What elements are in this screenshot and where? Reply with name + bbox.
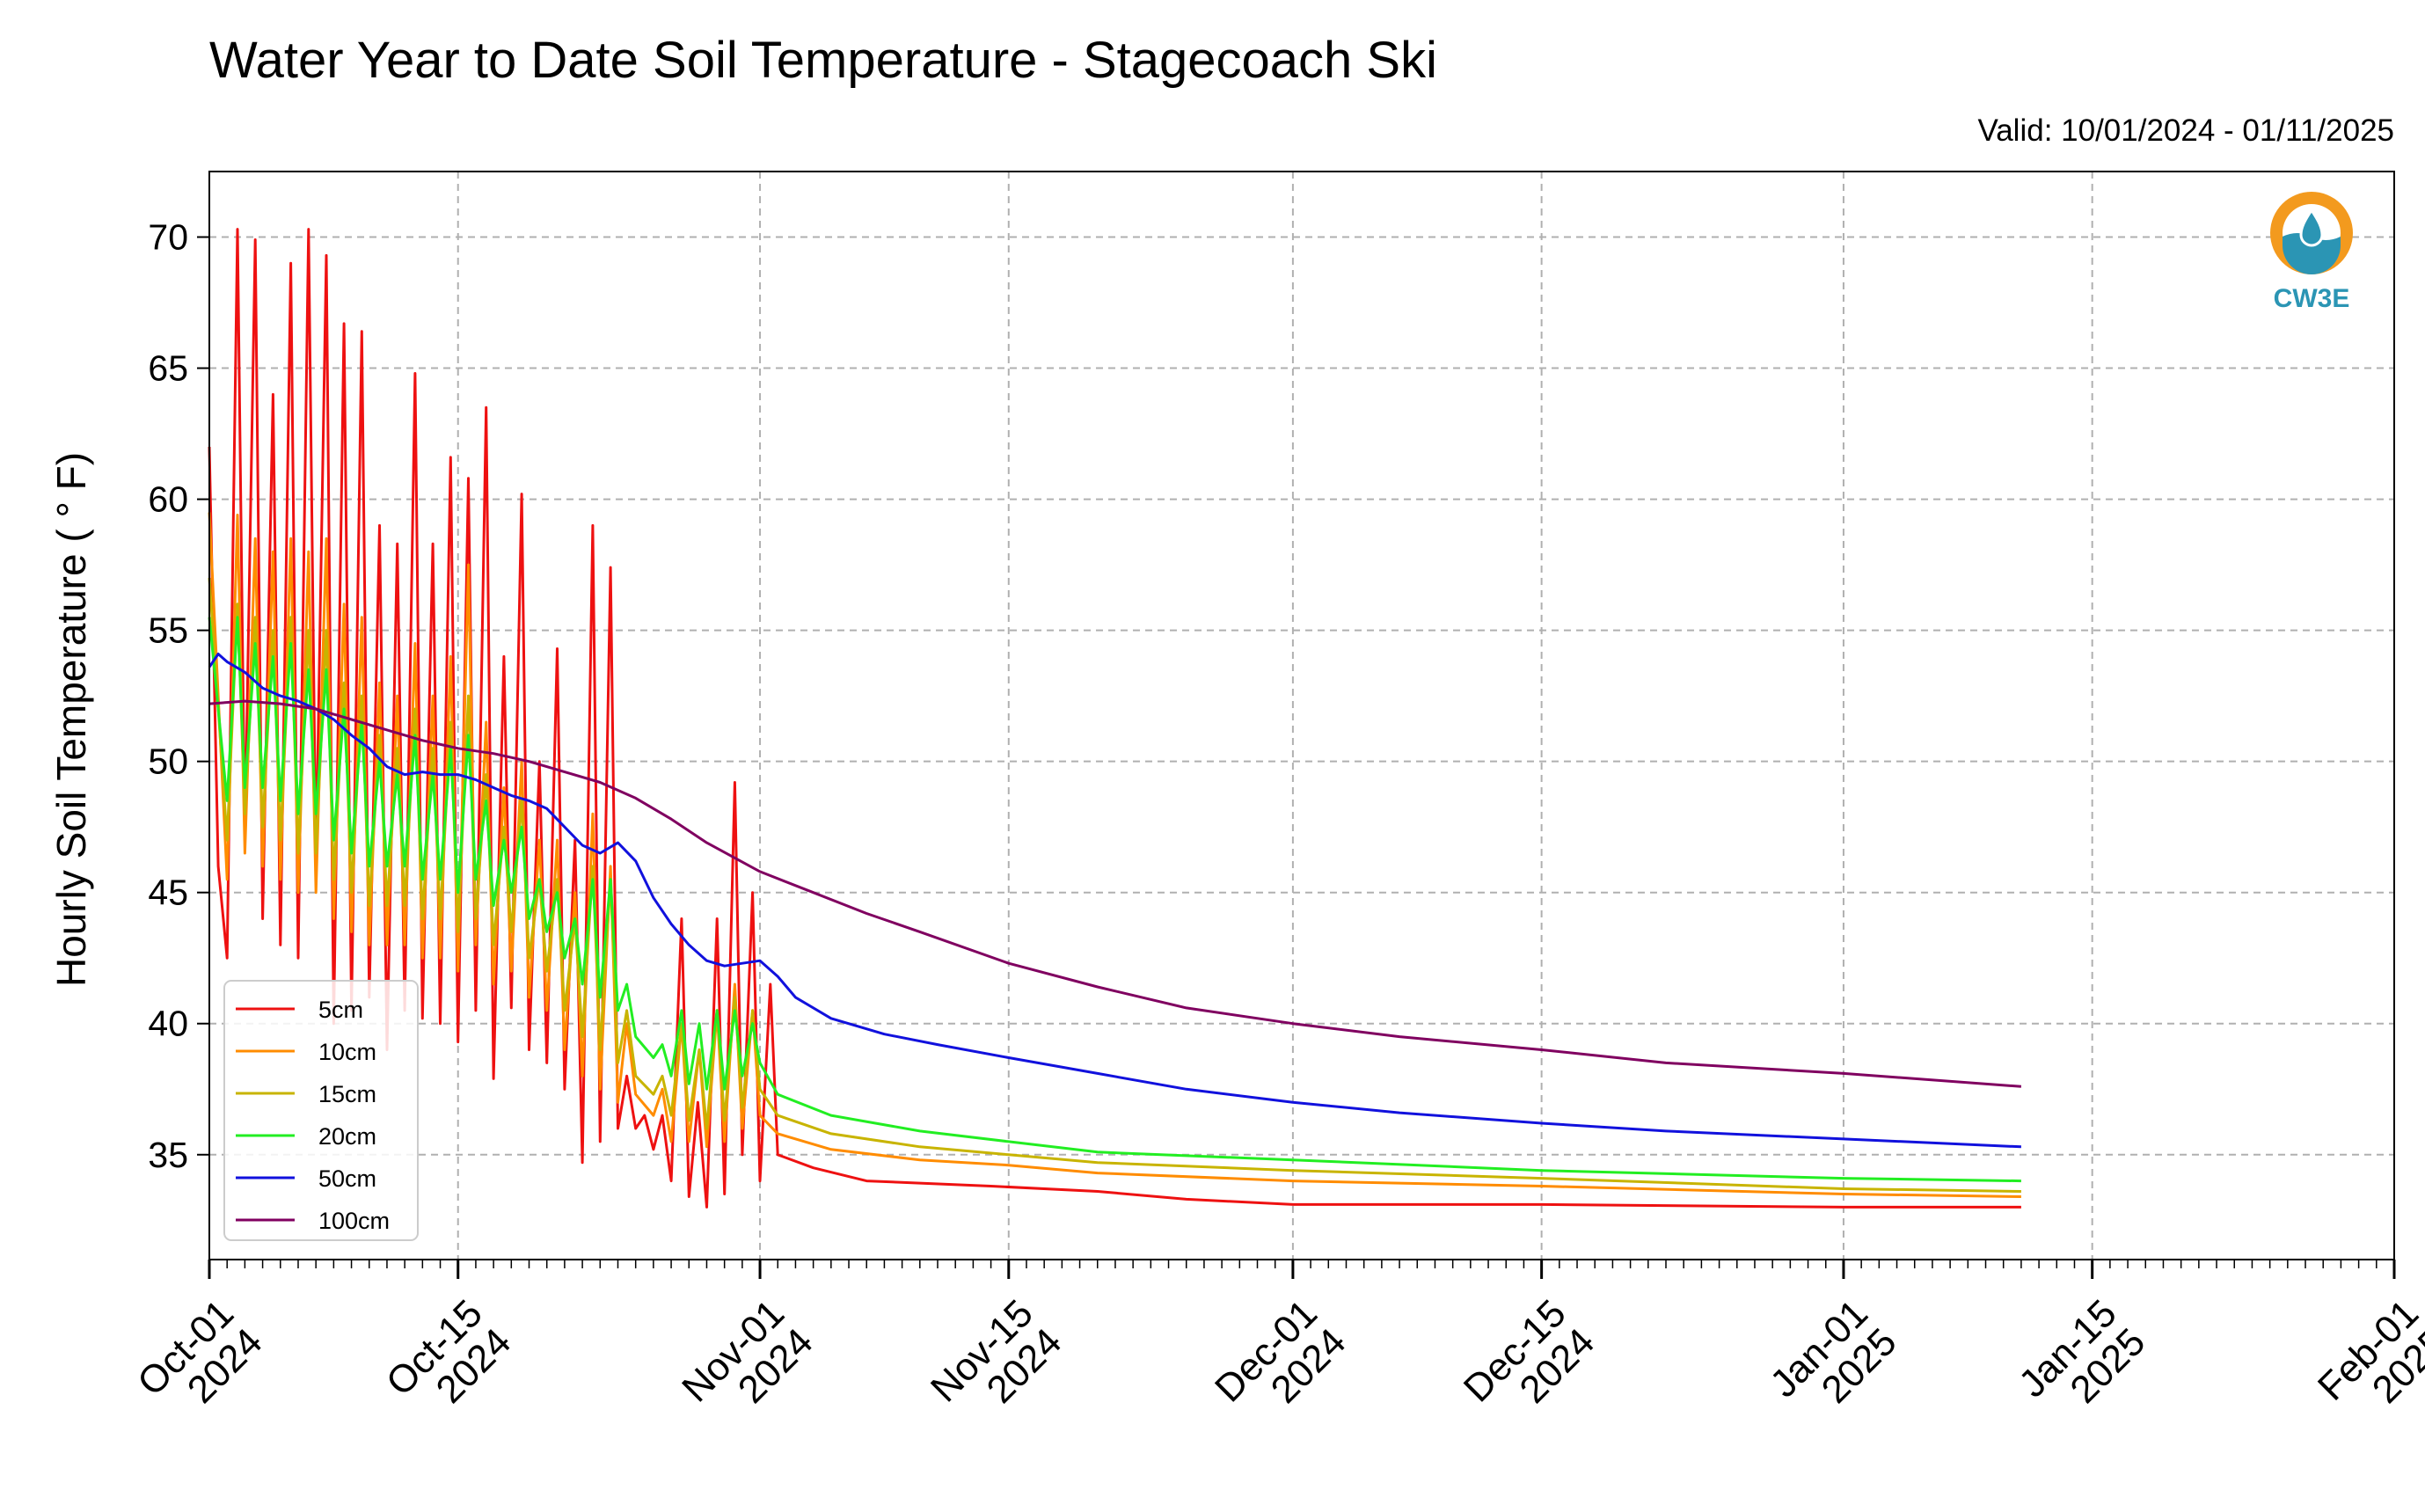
legend-box [223,980,419,1241]
series-line-100cm [208,699,2022,1088]
legend-label: 5cm [318,997,363,1023]
y-tick-label: 50 [148,741,188,782]
y-tick-label: 70 [148,217,188,258]
y-tick-label: 45 [148,873,188,913]
y-tick-label: 40 [148,1004,188,1044]
y-tick-label: 55 [148,610,188,651]
series-line-20cm [208,616,2021,1183]
logo-text: CW3E [2274,284,2350,313]
plot-frame [208,171,2395,1260]
legend-label: 50cm [318,1165,376,1192]
legend-label: 100cm [318,1208,390,1234]
legend-label: 15cm [318,1081,376,1107]
y-tick-label: 35 [148,1135,188,1175]
y-axis-label: Hourly Soil Temperature ( ° F) [48,452,94,987]
logo-wave-icon [2283,233,2341,274]
y-tick-label: 65 [148,348,188,389]
series-line-50cm [208,653,2021,1149]
legend: 5cm 10cm 15cm 20cm 50cm 100cm [223,980,419,1241]
chart-subtitle: Valid: 10/01/2024 - 01/11/2025 [1977,113,2394,148]
chart-title: Water Year to Date Soil Temperature - St… [209,32,1437,89]
series-lines [208,228,2022,1209]
cw3e-logo: CW3E [2270,192,2353,313]
logo-drop-icon [2299,208,2324,247]
legend-label: 10cm [318,1039,376,1065]
y-tick-label: 60 [148,479,188,520]
legend-label: 20cm [318,1123,376,1150]
